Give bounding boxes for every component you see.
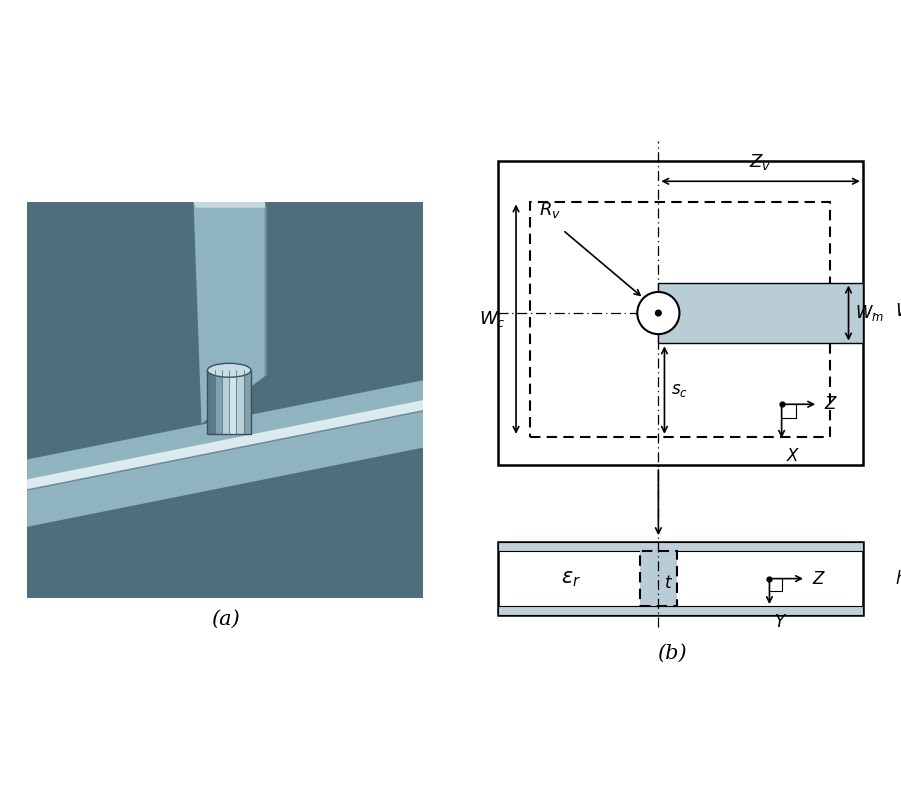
Text: $t$: $t$	[664, 574, 673, 592]
Polygon shape	[27, 400, 423, 491]
Bar	[497, 542, 863, 551]
Bar	[497, 542, 863, 615]
Text: $W_c$: $W_c$	[479, 309, 506, 329]
Polygon shape	[229, 370, 236, 434]
Polygon shape	[27, 380, 423, 527]
Polygon shape	[222, 370, 229, 434]
Text: $X$: $X$	[786, 447, 800, 465]
Circle shape	[656, 310, 661, 316]
Ellipse shape	[207, 363, 251, 378]
Polygon shape	[27, 202, 423, 598]
Text: $W_m$: $W_m$	[855, 303, 884, 323]
Text: $R_v$: $R_v$	[540, 200, 561, 220]
Text: $Z$: $Z$	[824, 395, 838, 414]
Bar	[530, 202, 831, 437]
Circle shape	[637, 292, 679, 334]
Text: $Y$: $Y$	[773, 613, 787, 631]
Polygon shape	[244, 370, 251, 434]
Polygon shape	[27, 410, 423, 491]
Text: $s_c$: $s_c$	[670, 381, 687, 399]
Bar	[640, 551, 677, 606]
Bar	[497, 606, 863, 615]
Text: (b): (b)	[658, 643, 687, 662]
Text: $Z$: $Z$	[812, 570, 826, 588]
Polygon shape	[194, 202, 265, 424]
Text: $h$: $h$	[896, 570, 901, 588]
Polygon shape	[194, 202, 267, 208]
Polygon shape	[214, 370, 222, 434]
Polygon shape	[207, 370, 214, 434]
Text: $Z_v$: $Z_v$	[750, 152, 772, 172]
Polygon shape	[265, 202, 267, 376]
Polygon shape	[236, 370, 244, 434]
Bar	[497, 161, 863, 465]
Text: $W_g$: $W_g$	[896, 302, 901, 325]
Bar	[659, 282, 863, 343]
Text: $\varepsilon_r$: $\varepsilon_r$	[560, 569, 581, 589]
Text: (a): (a)	[211, 610, 240, 629]
